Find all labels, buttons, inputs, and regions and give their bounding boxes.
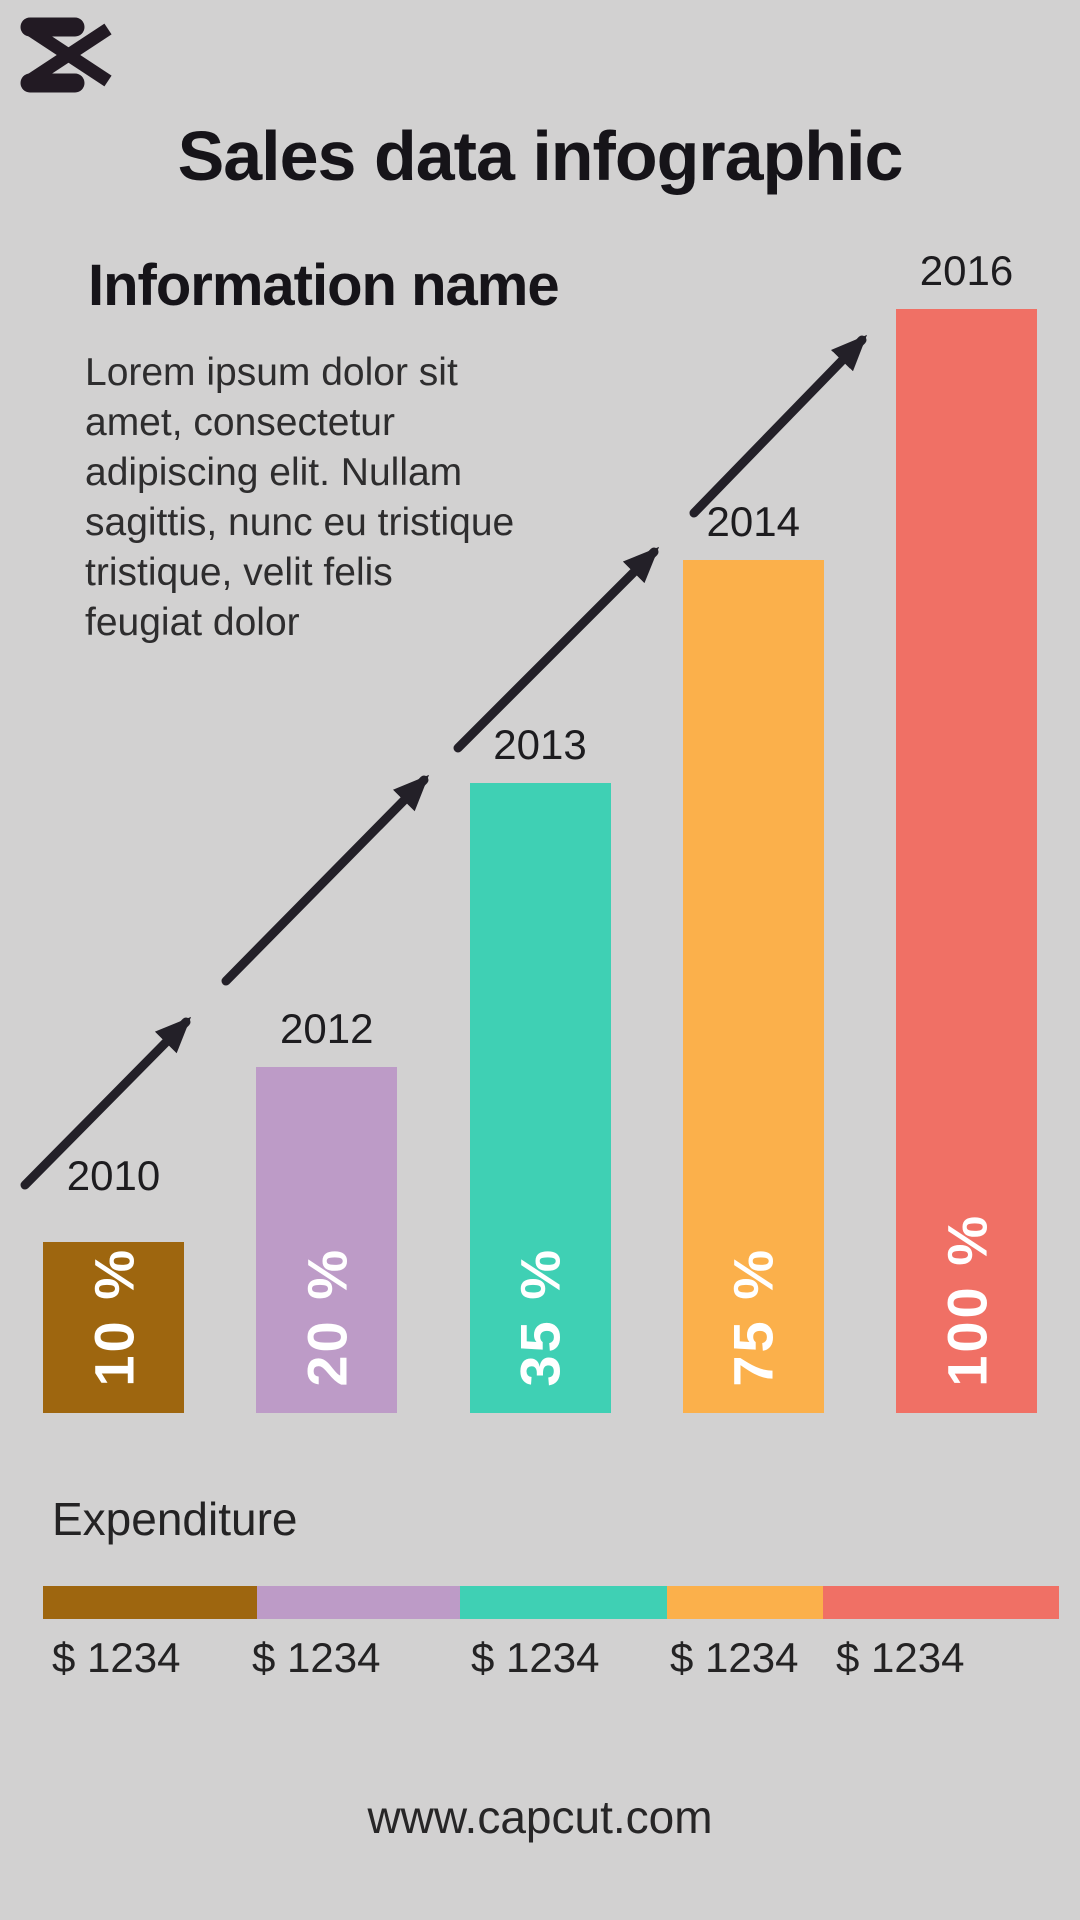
- bar-year-label: 2016: [919, 247, 1014, 294]
- bar-value-label: 75 %: [721, 1247, 785, 1387]
- bar-2010: 10 %: [43, 1242, 184, 1413]
- bar-value-label: 100 %: [935, 1213, 998, 1387]
- bar-value-label: 10 %: [82, 1247, 145, 1387]
- website-url: www.capcut.com: [367, 1791, 713, 1843]
- bar-group-2014: 2014 75 %: [682, 498, 824, 1413]
- legend-value: $ 1234: [471, 1634, 600, 1681]
- legend-segment-1: [43, 1586, 257, 1619]
- legend-segment-4: [667, 1586, 823, 1619]
- bar-year-label: 2014: [706, 498, 800, 545]
- legend-value: $ 1234: [836, 1634, 965, 1681]
- page-title: Sales data infographic: [177, 117, 904, 195]
- legend-segment-5: [823, 1586, 1059, 1619]
- legend-value: $ 1234: [670, 1634, 799, 1681]
- legend-color-strip: [43, 1586, 1059, 1619]
- legend-value: $ 1234: [52, 1634, 181, 1681]
- bar-value-label: 20 %: [295, 1247, 359, 1387]
- bar-group-2016: 2016 100 %: [896, 247, 1037, 1413]
- bar-group-2013: 2013 35 %: [469, 721, 611, 1413]
- legend-segment-3: [460, 1586, 667, 1619]
- legend-title: Expenditure: [52, 1493, 298, 1545]
- bar-value-label: 35 %: [508, 1247, 572, 1387]
- bar-2013: 35 %: [469, 783, 611, 1413]
- bar-2016: 100 %: [896, 309, 1037, 1413]
- bar-2014: 75 %: [682, 560, 824, 1413]
- bar-group-2012: 2012 20 %: [256, 1005, 398, 1413]
- bar-2012: 20 %: [256, 1067, 398, 1413]
- legend-segment-2: [257, 1586, 460, 1619]
- bar-year-label: 2012: [280, 1005, 374, 1052]
- bar-year-label: 2010: [66, 1152, 161, 1199]
- info-heading: Information name: [88, 253, 560, 318]
- info-description: Lorem ipsum dolor sit amet, consectetur …: [85, 351, 515, 644]
- capcut-logo-icon: [20, 17, 112, 93]
- bar-year-label: 2013: [493, 721, 587, 768]
- bar-group-2010: 2010 10 %: [43, 1152, 184, 1413]
- legend-value: $ 1234: [252, 1634, 381, 1681]
- bar-chart: 2010 10 % 2012 20 % 2013 35 % 2014 75 % …: [43, 240, 1037, 1413]
